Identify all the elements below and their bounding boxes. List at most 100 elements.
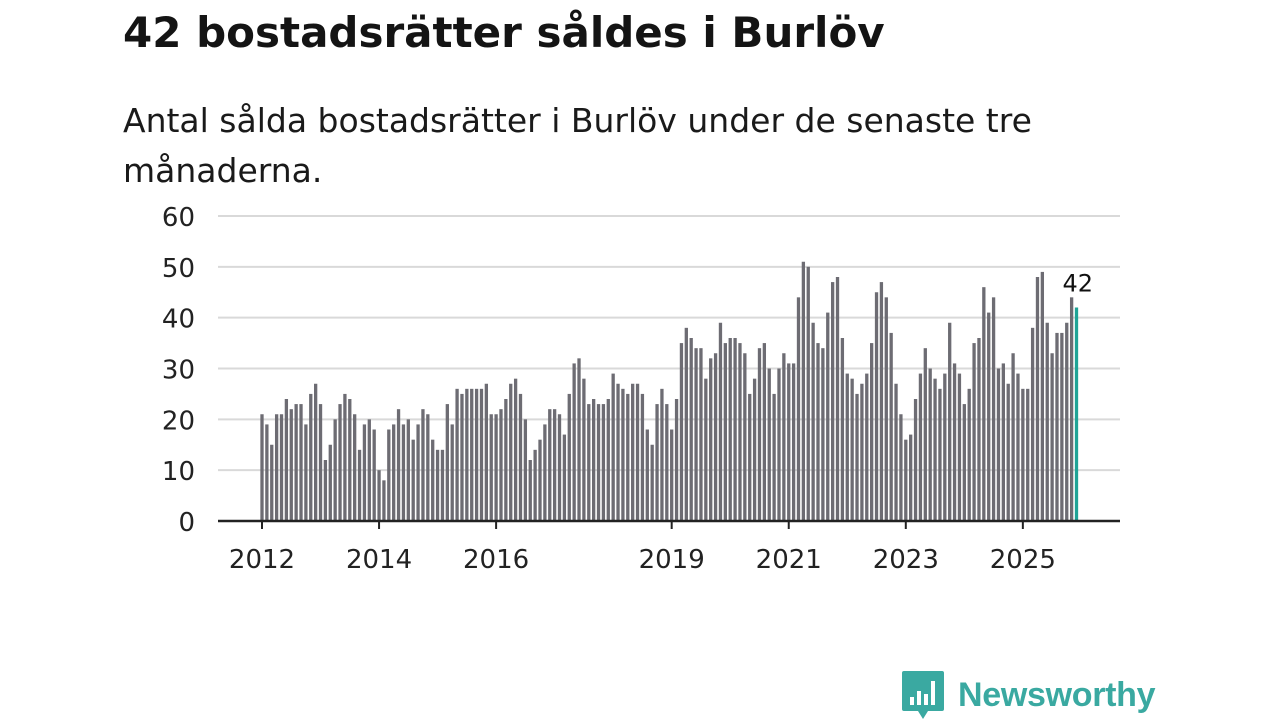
annotations: 42 [1063,270,1094,298]
bar [665,404,669,521]
bar [801,261,806,521]
bar [548,409,552,521]
bar [387,429,391,521]
bar [562,434,567,521]
y-tick-label: 0 [178,508,195,538]
bar [723,343,727,521]
bar [450,424,454,521]
bar [889,332,893,521]
bar [830,282,835,521]
bar [621,388,625,521]
bar [304,424,308,521]
bar [509,383,513,521]
bar [392,424,396,521]
bar [465,388,469,521]
bar [270,444,274,521]
bar [362,424,367,521]
x-tick-label: 2016 [463,545,529,575]
bar [933,378,937,521]
x-tick-label: 2012 [229,545,295,575]
bar [284,399,289,521]
bar [333,419,337,521]
bar [431,439,435,521]
bar [982,287,986,521]
bar [260,414,264,521]
bar [313,383,318,521]
bar [265,424,269,521]
bar [718,322,723,521]
bar [294,404,298,521]
bar [299,404,303,521]
bar [962,404,966,521]
y-tick-label: 10 [162,457,195,487]
bar [772,393,776,521]
bar [923,348,927,521]
bar [445,404,449,521]
bar [1016,373,1020,521]
bar [840,338,845,521]
bar [1055,332,1059,521]
bar [377,470,381,521]
bar [704,378,708,521]
bar [918,373,923,521]
y-tick-label: 60 [162,203,195,233]
bar [494,414,498,521]
bar [372,429,376,521]
bar [1021,388,1025,521]
bar [991,297,996,521]
bar [967,388,971,521]
bar [518,393,523,521]
brand-logo: Newsworthy [902,670,1156,720]
bar [1011,353,1015,521]
bar [928,368,932,521]
bar [460,393,464,521]
bar [757,348,762,521]
bar [513,378,518,521]
bar [318,404,323,521]
bar [1006,383,1010,521]
bar [943,373,947,521]
bar [679,343,684,521]
bar [1001,363,1005,521]
bar [952,363,957,521]
bar [957,373,962,521]
bar [660,388,664,521]
bar [850,378,854,521]
bar [279,414,284,521]
bar [592,399,596,521]
bar [782,353,786,521]
x-tick-label: 2019 [639,545,705,575]
bar [640,393,645,521]
bar [645,429,649,521]
bar [396,409,401,521]
bar [416,424,420,521]
bar [977,338,981,521]
bar [489,414,493,521]
newsworthy-logo-icon [902,671,944,719]
last-value-label: 42 [1063,270,1094,298]
bar [743,353,747,521]
bar [650,444,654,521]
bar [289,409,293,521]
bar [528,460,532,521]
bar [699,348,703,521]
bar [567,393,571,521]
bar [635,383,640,521]
bar [860,383,864,521]
bar [938,388,942,521]
bar [874,292,879,521]
bar [616,383,620,521]
bar [504,399,508,521]
y-axis-labels: 0 10 20 30 40 50 60 [162,203,195,538]
bar [596,404,601,521]
bar [601,404,606,521]
bar [577,358,581,521]
bar [1065,322,1069,521]
bar [811,322,815,521]
bar [401,424,406,521]
bar [353,414,357,521]
bar [996,368,1001,521]
bar [357,449,362,521]
bar [752,378,757,521]
bar [479,388,484,521]
